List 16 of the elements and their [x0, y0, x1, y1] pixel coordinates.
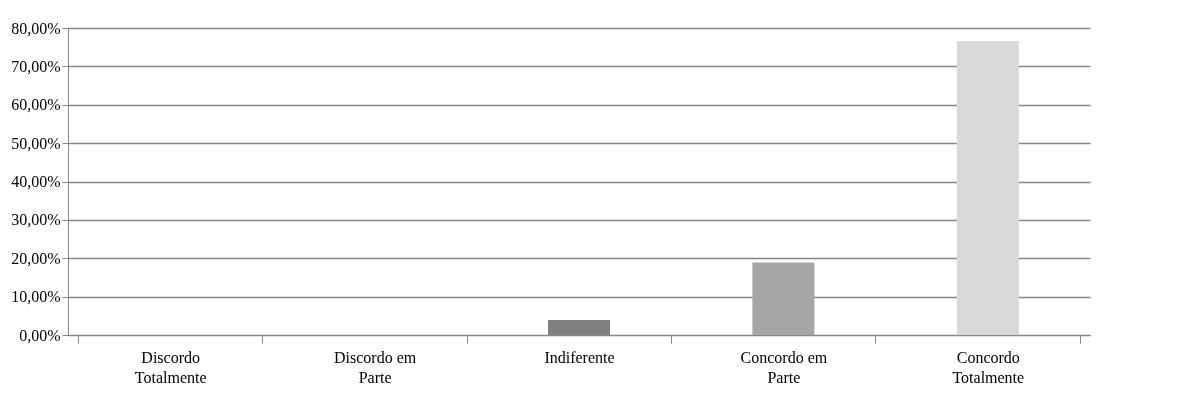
x-tick-label: Indiferente	[544, 348, 615, 366]
x-tick-label: Concordo Totalmente	[952, 348, 1025, 386]
bar	[752, 262, 815, 335]
y-tick-label: 20,00%	[11, 249, 61, 267]
y-tick-label: 10,00%	[11, 288, 61, 306]
y-tick-label: 0,00%	[19, 326, 61, 344]
y-tick-label: 40,00%	[11, 173, 61, 190]
y-tick-label: 30,00%	[11, 211, 61, 229]
x-tick-label: Discordo em Parte	[334, 348, 417, 386]
bar	[956, 41, 1019, 335]
y-tick-label: 50,00%	[11, 134, 61, 152]
x-tick-label: Discordo Totalmente	[134, 348, 207, 386]
y-tick-label: 80,00%	[11, 19, 61, 37]
x-tick-label: Concordo em Parte	[740, 348, 828, 386]
y-tick-label: 70,00%	[11, 57, 61, 75]
y-tick-label: 60,00%	[11, 96, 61, 114]
